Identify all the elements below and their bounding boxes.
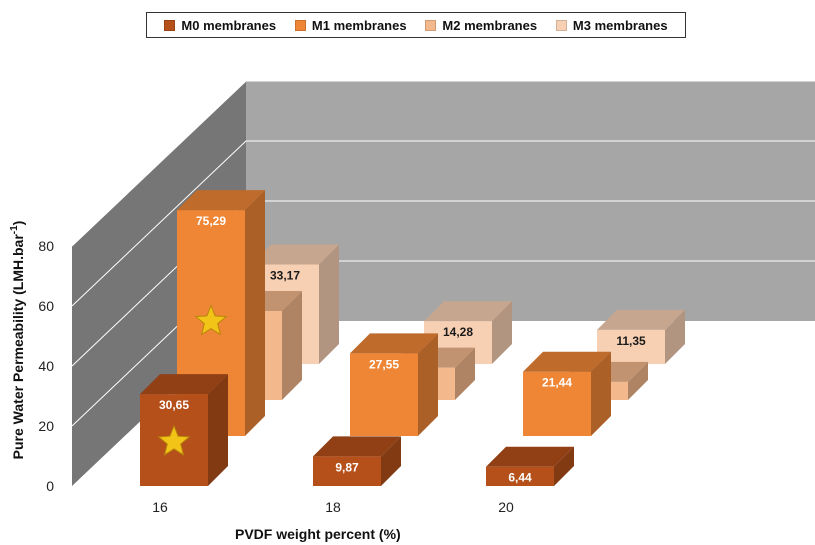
legend-item-m2: M2 membranes [425, 18, 537, 33]
bar-m1-18: 27,55 [350, 333, 438, 436]
data-label: 75,29 [196, 214, 226, 228]
data-label: 9,87 [335, 460, 359, 474]
bar-side [665, 309, 685, 364]
y-axis-title-close: ) [10, 221, 26, 226]
bar-side [245, 190, 265, 436]
y-axis-title-main: Pure Water Permeability (LMH.bar [10, 234, 26, 460]
bar-top [140, 374, 228, 395]
legend-label-m3: M3 membranes [572, 17, 668, 33]
bar-front [523, 371, 591, 436]
bar-side [282, 291, 302, 400]
bar-top [424, 301, 512, 322]
bar-side [492, 301, 512, 364]
bar-m3-18: 14,28 [424, 301, 512, 364]
gridline [71, 140, 815, 307]
x-tick-labels: 16 18 20 [152, 499, 514, 515]
legend-label-m1: M1 membranes [311, 17, 407, 33]
legend-swatch-m0 [164, 19, 176, 31]
y-axis-title-sup: -1 [9, 225, 20, 234]
legend-item-m0: M0 membranes [164, 18, 276, 33]
data-label: 33,17 [270, 268, 300, 282]
bar-top [523, 351, 611, 372]
data-label: 21,44 [542, 376, 572, 390]
bar-m0-18: 9,87 [313, 436, 401, 486]
bar-side [455, 347, 475, 400]
bars: 33,1714,2811,3529,6710,86,0275,2927,5521… [140, 190, 685, 486]
x-axis-title: PVDF weight percent (%) [235, 526, 401, 542]
data-label: 30,65 [159, 398, 189, 412]
bar-front [350, 353, 418, 436]
bar-top [597, 309, 685, 330]
x-tick-label: 16 [152, 499, 168, 515]
bar-side [418, 333, 438, 436]
data-label: 6,44 [508, 471, 532, 485]
bar-side [591, 351, 611, 436]
legend-item-m3: M3 membranes [555, 17, 668, 33]
y-tick-label: 40 [38, 358, 54, 374]
bar-side [628, 361, 648, 400]
y-axis-title: Pure Water Permeability (LMH.bar-1) [9, 221, 26, 460]
x-tick-label: 20 [498, 499, 514, 515]
data-label: 14,28 [443, 325, 473, 339]
bar-side [208, 374, 228, 486]
bar-top [177, 190, 265, 211]
bar-side [381, 436, 401, 486]
legend-label-m0: M0 membranes [181, 17, 277, 33]
legend-item-m1: M1 membranes [294, 17, 407, 33]
y-tick-label: 60 [38, 298, 54, 314]
star-icon [194, 304, 228, 336]
legend-swatch-m3 [555, 19, 567, 31]
data-label: 27,55 [369, 357, 399, 371]
bar-m1-20: 21,44 [523, 351, 611, 436]
y-tick-label: 0 [46, 478, 54, 494]
bar-top [251, 244, 339, 265]
bar-front [313, 456, 381, 486]
x-tick-label: 18 [325, 499, 341, 515]
bar-front [597, 329, 665, 364]
bar-top [350, 333, 438, 354]
bar-m3-20: 11,35 [597, 309, 685, 364]
bar-side [554, 446, 574, 486]
bar-m0-16: 30,65 [140, 374, 228, 486]
legend-swatch-m1 [294, 19, 306, 31]
bar-side [319, 244, 339, 364]
star-icon [157, 424, 191, 456]
bar-front [486, 466, 554, 486]
gridline [71, 80, 815, 247]
y-tick-label: 80 [38, 238, 54, 254]
y-tick-labels: 0 20 40 60 80 [38, 238, 54, 494]
legend-swatch-m2 [425, 19, 437, 31]
bar-top [486, 446, 574, 467]
bar-top [313, 436, 401, 457]
legend-label-m2: M2 membranes [442, 17, 538, 33]
y-tick-label: 20 [38, 418, 54, 434]
data-label: 11,35 [616, 334, 646, 348]
bar-m0-20: 6,44 [486, 446, 574, 486]
legend: M0 membranes M1 membranes M2 membranes M… [146, 12, 686, 38]
